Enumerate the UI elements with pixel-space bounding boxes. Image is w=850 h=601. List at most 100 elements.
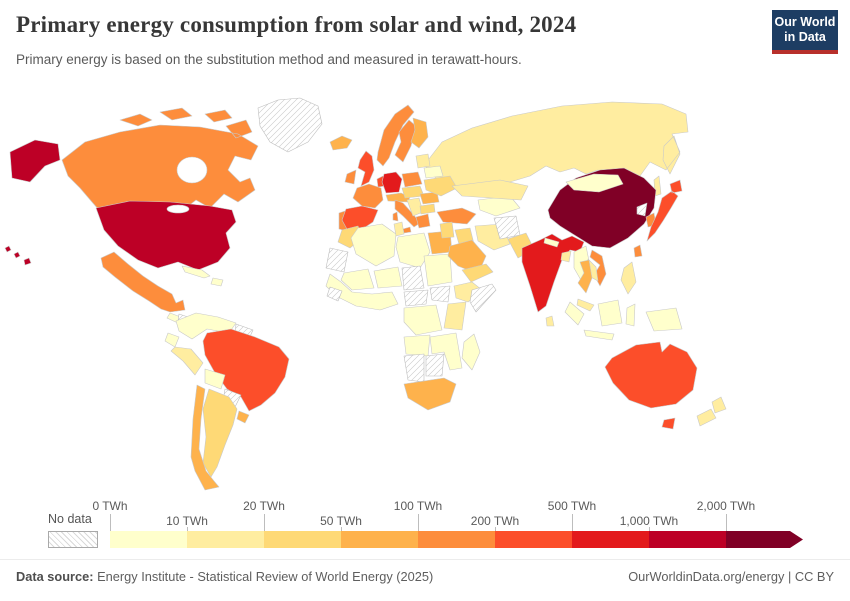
legend-bin-2[interactable] <box>264 531 341 548</box>
map-country-japan[interactable] <box>646 179 683 242</box>
map-legend: No data 0 TWh 10 TWh 20 TWh 50 TWh 100 TWh 20… <box>0 498 850 556</box>
map-country-france[interactable] <box>352 183 384 209</box>
legend-bin-4[interactable] <box>418 531 495 548</box>
map-country-finland[interactable] <box>410 117 429 149</box>
map-country-australia[interactable] <box>604 341 698 409</box>
map-country-tasmania[interactable] <box>661 417 676 430</box>
map-country-sudan[interactable] <box>423 253 453 287</box>
map-country-baltics[interactable] <box>415 153 431 169</box>
map-country-yemen-oman[interactable] <box>461 263 494 283</box>
legend-no-data-swatch[interactable] <box>48 531 98 548</box>
legend-tick-line <box>341 527 342 531</box>
legend-tick-label: 1,000 TWh <box>619 514 679 528</box>
owid-logo-line1: Our World <box>774 15 836 29</box>
credit-link[interactable]: OurWorldinData.org/energy | CC BY <box>628 569 834 584</box>
map-country-greece[interactable] <box>415 213 431 229</box>
hudson-bay <box>176 156 208 184</box>
map-country-taiwan[interactable] <box>633 244 643 258</box>
map-country-madagascar[interactable] <box>461 333 481 371</box>
map-country-north-korea[interactable] <box>636 202 648 217</box>
legend-tick-label: 50 TWh <box>320 514 362 528</box>
legend-bin-1[interactable] <box>187 531 264 548</box>
legend-tick-line <box>110 514 111 531</box>
map-country-papua-new-guinea[interactable] <box>645 307 683 332</box>
map-country-bangladesh[interactable] <box>560 250 572 263</box>
map-country-niger[interactable] <box>373 266 403 289</box>
page-title: Primary energy consumption from solar an… <box>16 12 577 37</box>
map-country-namibia[interactable] <box>403 353 425 383</box>
map-country-belarus[interactable] <box>423 165 444 179</box>
legend-bin-6[interactable] <box>572 531 649 548</box>
map-country-indonesia[interactable] <box>564 299 636 341</box>
legend-tick-label: 200 TWh <box>470 514 520 528</box>
map-country-greenland[interactable] <box>257 97 323 153</box>
map-country-central-african-republic[interactable] <box>403 289 429 307</box>
legend-bin-7[interactable] <box>649 531 726 548</box>
map-country-nepal[interactable] <box>543 237 560 248</box>
map-country-germany[interactable] <box>381 171 403 194</box>
legend-tick-line <box>726 514 727 531</box>
map-country-united-states[interactable] <box>95 200 237 271</box>
legend-tick-label: 2,000 TWh <box>696 499 756 513</box>
map-country-chad[interactable] <box>401 265 425 291</box>
map-country-guinea-region[interactable] <box>326 286 343 302</box>
map-country-mali[interactable] <box>340 268 375 291</box>
legend-bin-5[interactable] <box>495 531 572 548</box>
map-country-south-sudan[interactable] <box>429 285 451 303</box>
map-country-sri-lanka[interactable] <box>545 315 555 327</box>
map-country-mexico[interactable] <box>100 251 186 313</box>
map-country-cuba[interactable] <box>181 265 211 279</box>
map-country-western-sahara-mauritania[interactable] <box>325 247 349 273</box>
map-country-turkey[interactable] <box>436 207 477 225</box>
map-country-norway[interactable] <box>376 104 415 167</box>
legend-tick-line <box>418 514 419 531</box>
map-country-ireland[interactable] <box>344 169 357 185</box>
map-country-uruguay[interactable] <box>236 410 250 424</box>
legend-tick-label: 10 TWh <box>166 514 208 528</box>
map-country-bolivia[interactable] <box>204 368 226 390</box>
legend-tick-label: 100 TWh <box>393 499 443 513</box>
map-country-sweden[interactable] <box>394 119 417 163</box>
legend-bin-3[interactable] <box>341 531 418 548</box>
map-country-zambia-mozambique[interactable] <box>429 332 463 371</box>
map-country-new-zealand[interactable] <box>696 396 727 427</box>
map-country-algeria[interactable] <box>350 223 397 267</box>
map-country-russia[interactable] <box>424 101 689 197</box>
map-country-mongolia[interactable] <box>565 173 624 193</box>
map-country-angola[interactable] <box>403 334 431 357</box>
map-country-iceland[interactable] <box>329 135 353 151</box>
owid-logo[interactable]: Our World in Data <box>772 10 838 54</box>
map-country-hispaniola[interactable] <box>210 277 224 287</box>
map-country-argentina[interactable] <box>202 388 238 478</box>
map-country-philippines[interactable] <box>620 261 637 295</box>
map-country-kenya-tanzania[interactable] <box>443 301 467 331</box>
map-country-brazil[interactable] <box>202 328 290 412</box>
legend-bin-8[interactable] <box>726 531 803 548</box>
map-country-poland[interactable] <box>401 171 423 188</box>
map-country-united-kingdom[interactable] <box>357 150 375 187</box>
legend-no-data-label: No data <box>48 512 92 526</box>
great-lakes <box>166 204 190 214</box>
map-country-tunisia[interactable] <box>393 221 405 237</box>
map-country-chile[interactable] <box>190 384 220 491</box>
map-country-kazakhstan[interactable] <box>451 179 529 201</box>
map-country-hawaii[interactable] <box>4 245 32 266</box>
legend-tick-line <box>572 514 573 531</box>
map-country-ecuador[interactable] <box>164 332 180 348</box>
map-country-thailand[interactable] <box>577 259 593 294</box>
map-country-bulgaria[interactable] <box>419 203 436 215</box>
map-country-ukraine[interactable] <box>423 175 458 197</box>
map-country-dr-congo[interactable] <box>403 304 443 336</box>
map-country-botswana[interactable] <box>425 353 445 377</box>
map-country-india[interactable] <box>521 233 585 313</box>
map-country-somalia[interactable] <box>469 283 497 313</box>
map-country-canada[interactable] <box>61 107 259 218</box>
owid-logo-line2: in Data <box>784 30 826 44</box>
map-country-peru[interactable] <box>170 346 204 376</box>
map-country-malaysia[interactable] <box>576 298 595 312</box>
legend-bin-0[interactable] <box>110 531 187 548</box>
map-country-south-africa[interactable] <box>403 377 457 411</box>
map-country-romania[interactable] <box>419 191 440 205</box>
map-country-levant[interactable] <box>439 221 455 239</box>
map-country-alaska[interactable] <box>9 139 61 183</box>
